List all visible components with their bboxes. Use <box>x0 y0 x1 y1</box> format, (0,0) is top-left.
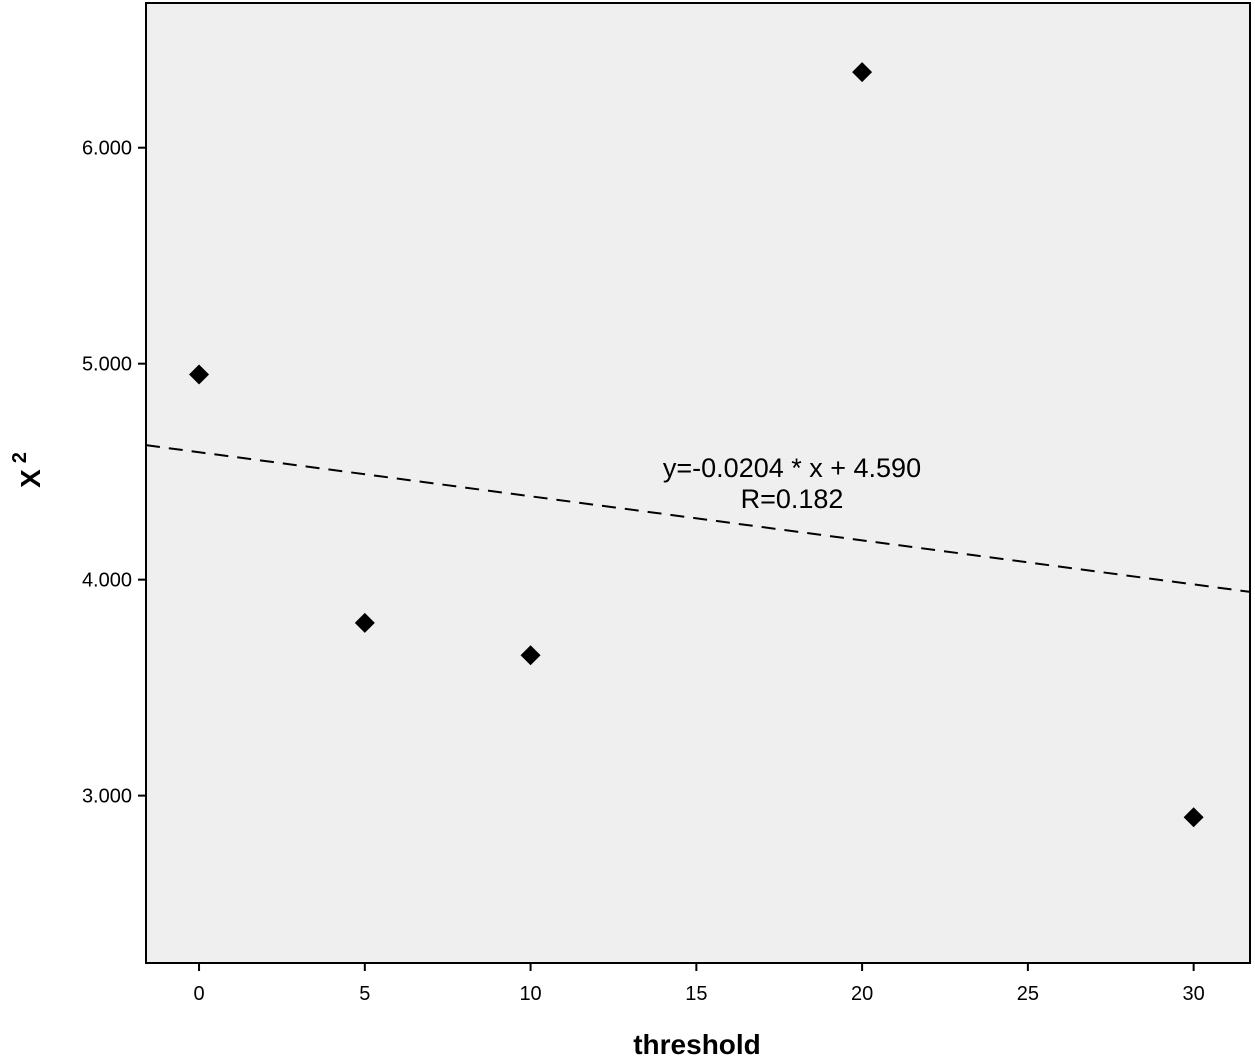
y-axis-title: X2 <box>9 452 46 488</box>
x-tick-label: 5 <box>359 983 370 1005</box>
fit-line <box>145 444 1251 593</box>
x-tick-label: 0 <box>193 983 204 1005</box>
data-point-3 <box>852 62 873 83</box>
y-tick-label: 3.000 <box>82 786 132 808</box>
data-point-2 <box>520 645 541 666</box>
x-axis-title: threshold <box>633 1029 761 1058</box>
data-point-4 <box>1183 807 1204 828</box>
y-axis-title-base: X <box>15 469 46 488</box>
x-tick-label: 30 <box>1183 983 1205 1005</box>
y-tick-label: 6.000 <box>82 138 132 160</box>
y-axis-title-exponent: 2 <box>9 452 31 463</box>
plot-area <box>145 2 1251 964</box>
fit-r-label: R=0.182 <box>741 484 844 514</box>
y-tick-label: 5.000 <box>82 354 132 376</box>
x-tick-label: 20 <box>851 983 873 1005</box>
data-point-1 <box>354 612 375 633</box>
y-tick-label: 4.000 <box>82 570 132 592</box>
fit-equation-label: y=-0.0204 * x + 4.590 <box>663 453 921 483</box>
data-point-0 <box>189 364 210 385</box>
x-tick-label: 25 <box>1017 983 1039 1005</box>
x-tick-label: 10 <box>519 983 541 1005</box>
x-tick-label: 15 <box>685 983 707 1005</box>
